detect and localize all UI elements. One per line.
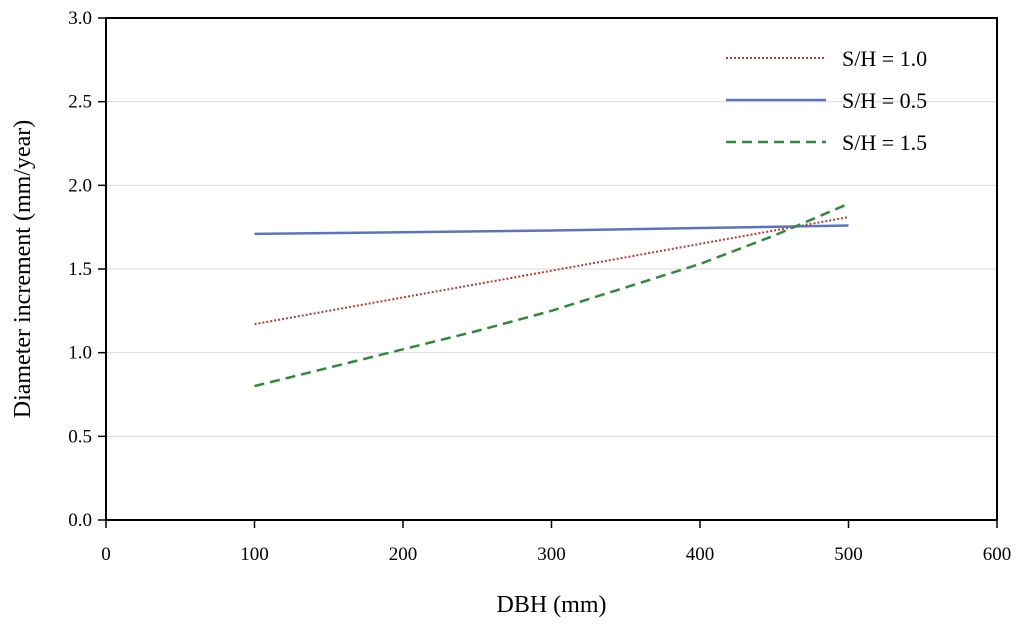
x-axis-title: DBH (mm) (497, 592, 607, 618)
y-axis: 0.0 0.5 1.0 1.5 2.0 2.5 3.0 (68, 8, 106, 531)
legend-label-0: S/H = 1.0 (842, 46, 927, 71)
y-axis-title: Diameter increment (mm/year) (10, 120, 36, 419)
x-tick-label-1: 100 (240, 544, 269, 565)
legend: S/H = 1.0 S/H = 0.5 S/H = 1.5 (726, 46, 927, 155)
y-tick-label-0: 0.0 (68, 510, 92, 531)
legend-label-1: S/H = 0.5 (842, 88, 927, 113)
x-tick-label-3: 300 (537, 544, 566, 565)
x-tick-label-0: 0 (101, 544, 111, 565)
series-line-0 (254, 216, 849, 326)
y-tick-label-6: 3.0 (68, 8, 92, 29)
series-line-2 (254, 202, 849, 388)
series-lines (254, 202, 849, 388)
y-tick-label-3: 1.5 (68, 259, 92, 280)
y-tick-label-1: 0.5 (68, 426, 92, 447)
grid-lines (106, 101, 997, 437)
legend-label-2: S/H = 1.5 (842, 130, 927, 155)
y-tick-label-5: 2.5 (68, 92, 92, 113)
x-tick-label-2: 200 (389, 544, 418, 565)
x-tick-label-4: 400 (686, 544, 715, 565)
x-tick-label-5: 500 (834, 544, 863, 565)
y-tick-label-2: 1.0 (68, 343, 92, 364)
y-tick-label-4: 2.0 (68, 175, 92, 196)
x-axis: 0 100 200 300 400 500 600 (101, 520, 1011, 565)
x-tick-label-6: 600 (983, 544, 1012, 565)
series-line-1 (254, 224, 849, 236)
